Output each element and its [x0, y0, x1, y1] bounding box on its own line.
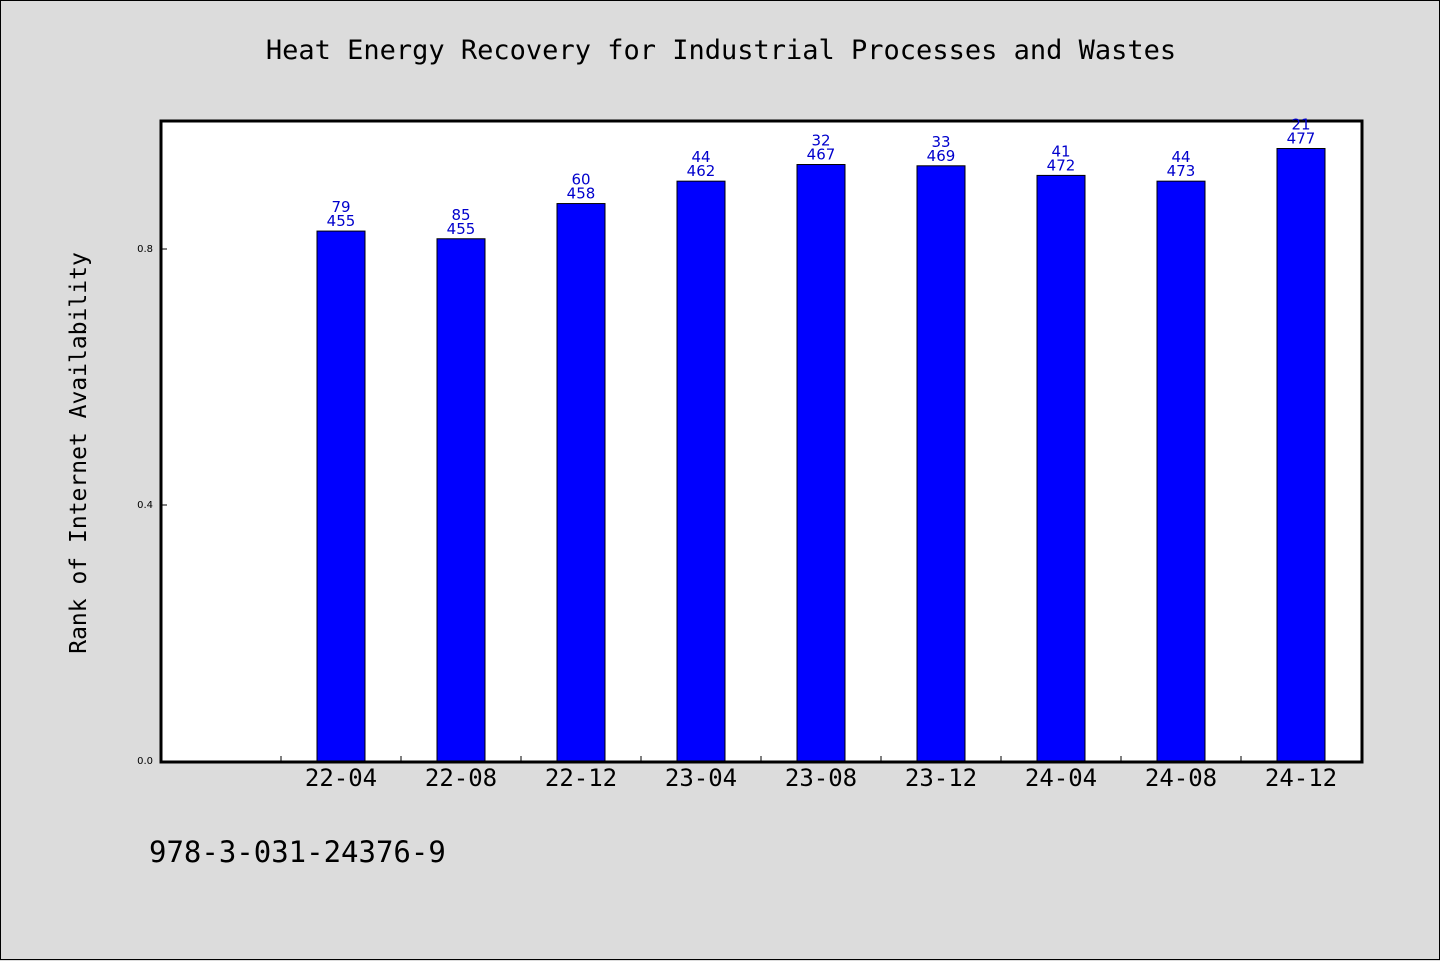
bar-24-12 — [1276, 148, 1326, 762]
bar-22-04 — [316, 230, 366, 762]
bar-23-04 — [676, 180, 726, 762]
data-label-rank: 44 — [691, 148, 710, 166]
data-label-count: 472 — [1047, 156, 1076, 174]
y-axis: 0.0 0.4 0.8 — [137, 244, 167, 767]
y-tick-label: 0.4 — [137, 500, 153, 511]
data-label-count: 458 — [567, 185, 596, 203]
bar-series — [316, 148, 1326, 762]
bar-24-08 — [1156, 180, 1206, 762]
bar-23-08 — [796, 164, 846, 762]
data-label-count: 469 — [927, 147, 956, 165]
data-label-rank: 85 — [451, 206, 470, 224]
y-tick-label: 0.0 — [137, 756, 153, 767]
data-label-rank: 60 — [571, 171, 590, 189]
data-label-count: 477 — [1287, 130, 1316, 148]
data-label-rank: 33 — [931, 133, 950, 151]
data-label-count: 455 — [447, 220, 476, 238]
x-tick-label: 24-12 — [1265, 764, 1337, 792]
data-label-rank: 32 — [811, 132, 830, 150]
x-axis: 22-04 22-08 22-12 23-04 23-08 23-12 24-04 24-08… — [280, 756, 1362, 792]
bar-22-12 — [556, 203, 606, 762]
footer-isbn: 978-3-031-24376-9 — [149, 835, 446, 869]
data-label-rank: 79 — [331, 198, 350, 216]
bar-22-08 — [436, 238, 486, 762]
data-label-count: 462 — [687, 162, 716, 180]
chart-title: Heat Energy Recovery for Industrial Proc… — [265, 35, 1177, 66]
x-tick-label: 22-04 — [305, 764, 377, 792]
data-label-rank: 41 — [1051, 142, 1070, 160]
x-tick-label: 23-04 — [665, 764, 737, 792]
data-label-count: 455 — [327, 212, 356, 230]
x-tick-label: 22-12 — [545, 764, 617, 792]
data-label-rank: 21 — [1291, 116, 1310, 134]
x-tick-label: 22-08 — [425, 764, 497, 792]
bar-23-12 — [916, 165, 966, 762]
data-label-count: 467 — [807, 146, 836, 164]
y-axis-label: Rank of Internet Availability — [66, 252, 92, 654]
x-tick-label: 24-08 — [1145, 764, 1217, 792]
x-tick-label: 24-04 — [1025, 764, 1097, 792]
bar-24-04 — [1036, 174, 1086, 762]
data-label-rank: 44 — [1171, 148, 1190, 166]
x-tick-label: 23-08 — [785, 764, 857, 792]
y-tick-label: 0.8 — [137, 244, 153, 255]
data-label-count: 473 — [1167, 162, 1196, 180]
x-tick-label: 23-12 — [905, 764, 977, 792]
